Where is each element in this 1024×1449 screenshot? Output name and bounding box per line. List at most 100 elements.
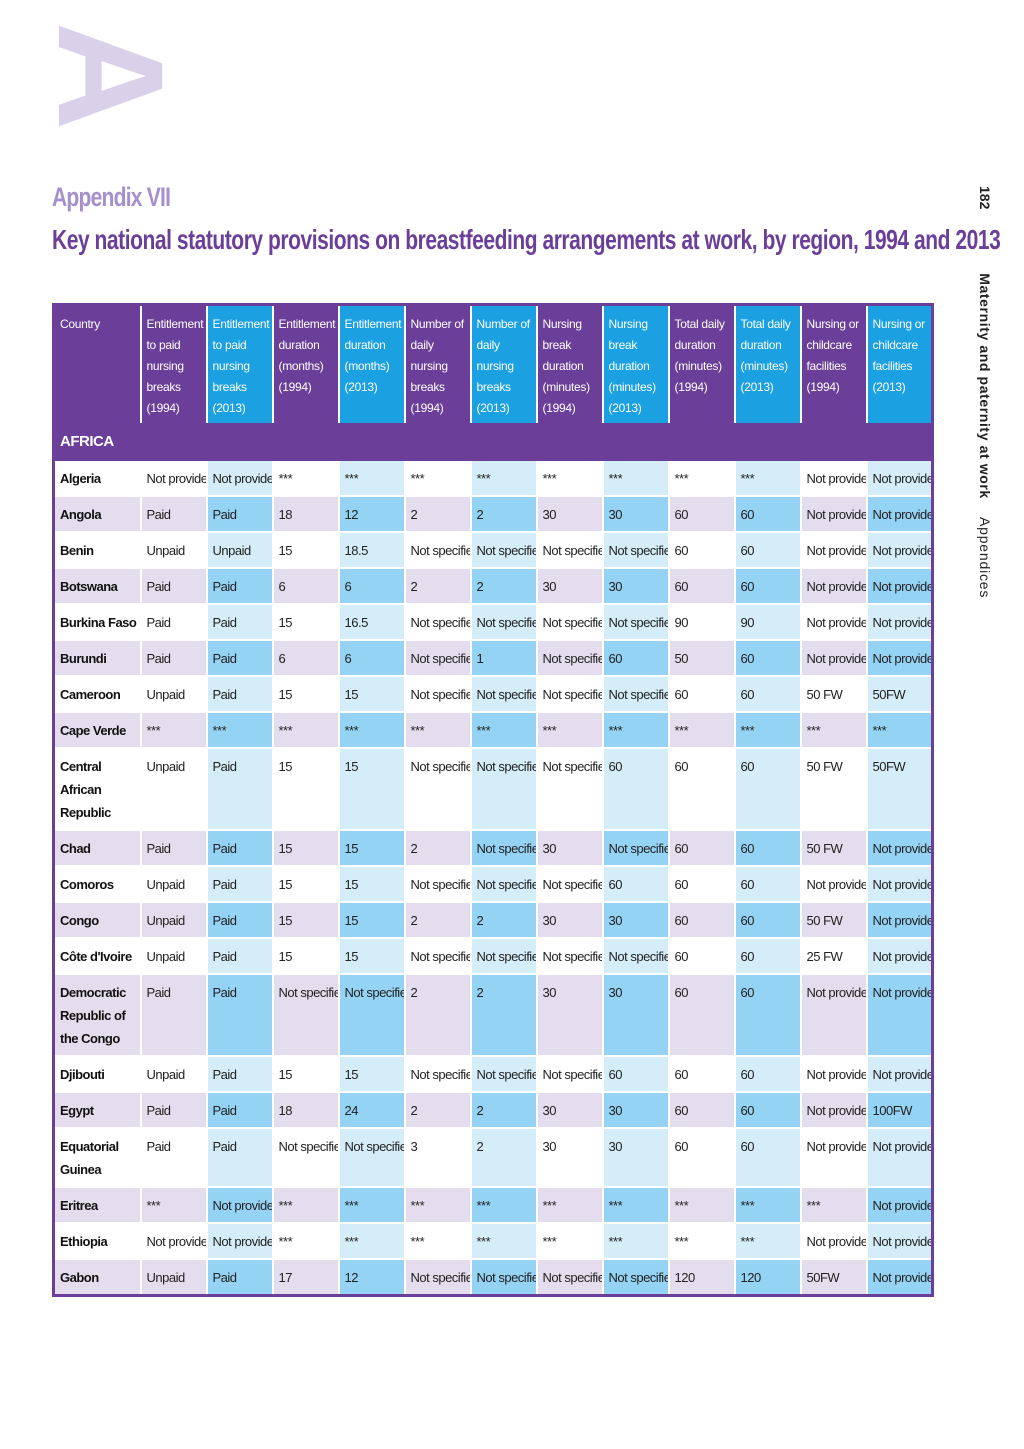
side-running-header: 182 Maternity and paternity at work Appe…	[977, 186, 993, 598]
table-cell: Not specified	[470, 676, 538, 713]
table-cell: ***	[536, 712, 604, 749]
table-cell: 30	[602, 902, 670, 939]
table-cell: 24	[338, 1092, 406, 1129]
table-cell: ***	[668, 1223, 736, 1260]
table-cell: Not specified	[404, 604, 472, 641]
table-cell: 30	[602, 496, 670, 533]
table-cell: 2	[404, 902, 472, 939]
table-cell: 60	[602, 640, 670, 677]
country-name: Comoros	[53, 866, 142, 903]
region-label: AFRICA	[53, 423, 933, 461]
table-cell: 6	[272, 640, 340, 677]
table-cell: Not specified	[470, 830, 538, 867]
column-header-country: Country	[53, 304, 142, 423]
table-cell: 50 FW	[800, 676, 868, 713]
table-cell: 90	[734, 604, 802, 641]
table-cell: 6	[338, 640, 406, 677]
table-cell: 6	[338, 568, 406, 605]
table-cell: 60	[734, 1092, 802, 1129]
table-cell: Not specified	[272, 1128, 340, 1188]
table-cell: Not specified	[536, 866, 604, 903]
table-cell: ***	[272, 1187, 340, 1224]
column-header: Nursing or childcare facilities (1994)	[800, 304, 868, 423]
table-row: Congo Unpaid Paid 15 15 2 2 30 30 60 60 50 FW Not pr…	[53, 902, 933, 939]
table-cell: Not provided	[866, 496, 933, 533]
table-cell: Paid	[206, 604, 274, 641]
table-cell: Paid	[206, 902, 274, 939]
appendix-label: Appendix VII	[52, 182, 171, 212]
table-cell: Not provided	[206, 1223, 274, 1260]
table-cell: Not provided	[800, 496, 868, 533]
table-cell: 2	[470, 902, 538, 939]
table-cell: 120	[668, 1259, 736, 1297]
table-cell: 50 FW	[800, 902, 868, 939]
table-cell: ***	[140, 1187, 208, 1224]
table-cell: ***	[800, 712, 868, 749]
table-cell: Paid	[206, 974, 274, 1057]
table-cell: Not provided	[140, 1223, 208, 1260]
table-cell: 15	[272, 748, 340, 831]
table-cell: ***	[800, 1187, 868, 1224]
page-title: Key national statutory provisions on bre…	[52, 224, 1001, 255]
table-cell: ***	[404, 460, 472, 497]
table-cell: 50FW	[800, 1259, 868, 1297]
table-cell: Not specified	[470, 1259, 538, 1297]
table-cell: Paid	[206, 568, 274, 605]
column-header: Total daily duration (minutes) (2013)	[734, 304, 802, 423]
table-cell: Not provided	[866, 1128, 933, 1188]
table-cell: ***	[536, 1223, 604, 1260]
country-name: Congo	[53, 902, 142, 939]
table-cell: Unpaid	[140, 532, 208, 569]
table-cell: Paid	[140, 1092, 208, 1129]
table-cell: 120	[734, 1259, 802, 1297]
table-cell: ***	[602, 712, 670, 749]
table-cell: Not provided	[800, 1128, 868, 1188]
table-cell: Unpaid	[140, 1259, 208, 1297]
table-cell: Paid	[206, 748, 274, 831]
table-cell: 60	[734, 748, 802, 831]
table-cell: Paid	[140, 604, 208, 641]
column-header: Nursing break duration (minutes) (1994)	[536, 304, 604, 423]
table-cell: ***	[470, 460, 538, 497]
table-cell: Not specified	[404, 748, 472, 831]
table-cell: 60	[668, 532, 736, 569]
table-cell: 30	[536, 974, 604, 1057]
table-cell: ***	[338, 1187, 406, 1224]
table-cell: 2	[404, 568, 472, 605]
table-cell: Not provided	[800, 1056, 868, 1093]
table-cell: Not provided	[866, 1223, 933, 1260]
table-cell: ***	[404, 1187, 472, 1224]
table-cell: ***	[734, 1187, 802, 1224]
table-cell: Not specified	[470, 866, 538, 903]
table-cell: 30	[536, 496, 604, 533]
table-cell: ***	[734, 712, 802, 749]
table-cell: Not specified	[470, 748, 538, 831]
country-name: Algeria	[53, 460, 142, 497]
table-cell: 15	[338, 676, 406, 713]
table-cell: Paid	[140, 640, 208, 677]
book-title: Maternity and paternity at work	[977, 273, 993, 499]
table-cell: Paid	[140, 1128, 208, 1188]
table-cell: 60	[734, 902, 802, 939]
table-row: Democratic Republic of the Congo Paid Paid…	[53, 974, 933, 1057]
country-name: Djibouti	[53, 1056, 142, 1093]
table-cell: ***	[536, 460, 604, 497]
region-row: AFRICA	[53, 423, 933, 461]
column-header: Nursing break duration (minutes) (2013)	[602, 304, 670, 423]
table-cell: 2	[470, 496, 538, 533]
table-cell: Not provided	[866, 568, 933, 605]
table-row: Central African Republic Unpaid Paid 15 15 No…	[53, 748, 933, 831]
appendix-letter-watermark: A	[27, 21, 195, 131]
table-cell: Not specified	[338, 1128, 406, 1188]
table-cell: Not provided	[866, 532, 933, 569]
table-cell: 30	[536, 568, 604, 605]
table-cell: Paid	[140, 974, 208, 1057]
table-cell: Unpaid	[206, 532, 274, 569]
column-header: Number of daily nursing breaks (2013)	[470, 304, 538, 423]
table-cell: 60	[668, 866, 736, 903]
country-name: Ethiopia	[53, 1223, 142, 1260]
table-cell: 18	[272, 1092, 340, 1129]
table-cell: Not specified	[602, 830, 670, 867]
